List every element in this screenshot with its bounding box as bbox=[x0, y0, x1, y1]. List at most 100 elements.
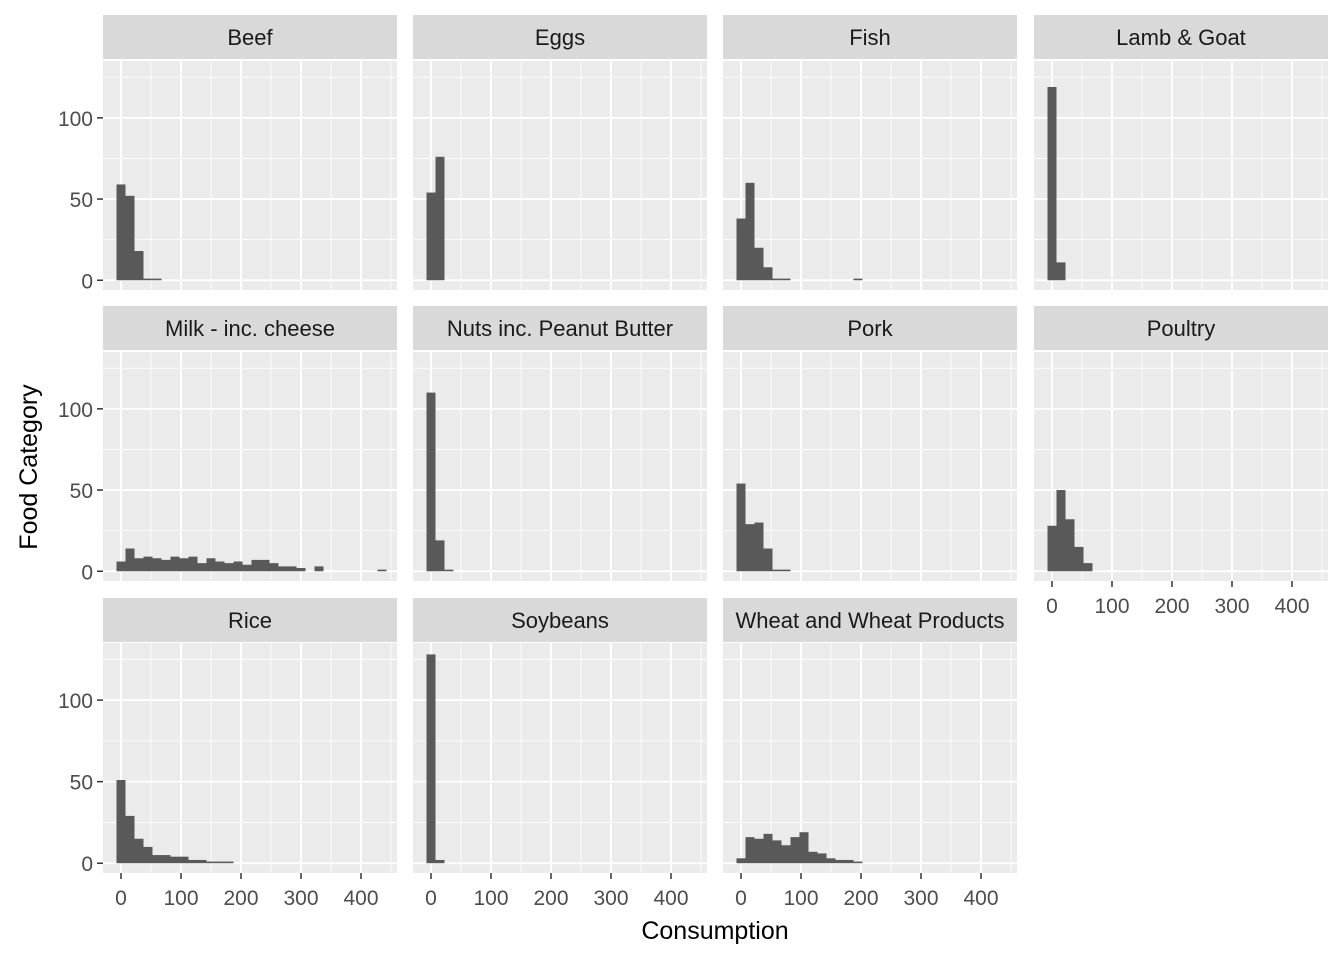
histogram-bar bbox=[170, 556, 180, 572]
histogram-bar bbox=[215, 561, 225, 572]
histogram-bar bbox=[790, 837, 800, 864]
histogram-bar bbox=[754, 838, 764, 864]
panel-background bbox=[723, 352, 1017, 581]
histogram-bar bbox=[161, 855, 171, 864]
y-tick-label: 50 bbox=[70, 189, 93, 212]
histogram-bar bbox=[763, 833, 773, 864]
x-tick-label: 300 bbox=[903, 887, 938, 910]
histogram-bar bbox=[1065, 519, 1075, 572]
x-tick-label: 100 bbox=[1094, 595, 1129, 618]
facet-strip-label: Eggs bbox=[535, 25, 585, 50]
facet-panel-milk-inc-cheese: Milk - inc. cheese 0 50 100 bbox=[58, 306, 397, 584]
facet-panel-eggs: Eggs bbox=[413, 15, 707, 290]
x-tick-label: 200 bbox=[223, 887, 258, 910]
x-tick-label: 400 bbox=[343, 887, 378, 910]
panels-layer: Beef 0 50 100 Eggs Fish Lamb & Goat Milk - inc.… bbox=[58, 15, 1328, 910]
histogram-bar bbox=[125, 815, 135, 864]
x-tick-label: 100 bbox=[473, 887, 508, 910]
facet-panel-beef: Beef 0 50 100 bbox=[58, 15, 397, 293]
histogram-bar bbox=[179, 558, 189, 572]
x-tick-label: 100 bbox=[163, 887, 198, 910]
histogram-bar bbox=[745, 524, 755, 572]
y-tick-label: 0 bbox=[81, 270, 93, 293]
histogram-bar bbox=[206, 861, 216, 864]
histogram-bar bbox=[152, 558, 162, 572]
y-tick-label: 100 bbox=[58, 690, 93, 713]
facet-strip bbox=[413, 15, 707, 59]
histogram-bar bbox=[125, 548, 135, 572]
facet-strip bbox=[723, 306, 1017, 350]
histogram-bar bbox=[1074, 546, 1084, 572]
histogram-bar bbox=[1047, 86, 1057, 281]
histogram-bar bbox=[296, 568, 306, 572]
histogram-bar bbox=[763, 267, 773, 281]
histogram-bar bbox=[188, 859, 198, 864]
histogram-bar bbox=[754, 247, 764, 281]
facet-panel-wheat-and-wheat-products: Wheat and Wheat Products 0 100 200 300 400 bbox=[723, 598, 1017, 910]
x-tick-label: 100 bbox=[783, 887, 818, 910]
histogram-bar bbox=[116, 780, 126, 864]
histogram-bar bbox=[736, 858, 746, 864]
facet-strip-label: Milk - inc. cheese bbox=[165, 316, 335, 341]
histogram-bar bbox=[260, 559, 270, 572]
histogram-bar bbox=[736, 483, 746, 572]
histogram-bar bbox=[152, 278, 162, 281]
x-tick-label: 200 bbox=[843, 887, 878, 910]
facet-strip bbox=[723, 598, 1017, 642]
y-tick-label: 100 bbox=[58, 108, 93, 131]
histogram-bar bbox=[772, 569, 782, 572]
histogram-bar bbox=[314, 566, 324, 572]
histogram-bar bbox=[224, 563, 234, 572]
histogram-bar bbox=[853, 861, 863, 864]
facet-strip bbox=[103, 15, 397, 59]
histogram-bar bbox=[853, 278, 863, 281]
x-tick-label: 400 bbox=[653, 887, 688, 910]
histogram-bar bbox=[835, 859, 845, 864]
x-tick-label: 0 bbox=[425, 887, 437, 910]
histogram-bar bbox=[435, 156, 445, 281]
histogram-bar bbox=[278, 566, 288, 572]
panel-background bbox=[103, 61, 397, 290]
histogram-bar bbox=[287, 566, 297, 572]
histogram-bar bbox=[188, 556, 198, 572]
histogram-bar bbox=[817, 853, 827, 864]
histogram-bar bbox=[772, 278, 782, 281]
histogram-bar bbox=[143, 278, 153, 281]
x-tick-label: 200 bbox=[1154, 595, 1189, 618]
panel-background bbox=[413, 643, 707, 873]
histogram-bar bbox=[134, 558, 144, 572]
histogram-bar bbox=[233, 561, 243, 572]
histogram-bar bbox=[781, 569, 791, 572]
facet-strip-label: Beef bbox=[227, 25, 273, 50]
panel-background bbox=[723, 61, 1017, 290]
facet-strip-label: Wheat and Wheat Products bbox=[735, 608, 1004, 633]
histogram-bar bbox=[125, 195, 135, 281]
histogram-bar bbox=[1056, 262, 1066, 281]
histogram-bar bbox=[426, 392, 436, 572]
x-tick-label: 0 bbox=[1046, 595, 1058, 618]
panel-background bbox=[1034, 352, 1328, 581]
facet-strip bbox=[103, 598, 397, 642]
histogram-bar bbox=[745, 837, 755, 864]
x-tick-label: 300 bbox=[283, 887, 318, 910]
facet-strip-label: Lamb & Goat bbox=[1116, 25, 1246, 50]
facet-panel-lamb-goat: Lamb & Goat bbox=[1034, 15, 1328, 290]
y-tick-label: 50 bbox=[70, 480, 93, 503]
histogram-bar bbox=[426, 192, 436, 281]
facet-strip-label: Soybeans bbox=[511, 608, 609, 633]
facet-panel-poultry: Poultry 0 100 200 300 400 bbox=[1034, 306, 1328, 618]
y-tick-label: 100 bbox=[58, 399, 93, 422]
histogram-bar bbox=[745, 182, 755, 281]
histogram-bar bbox=[242, 564, 252, 572]
histogram-bar bbox=[754, 522, 764, 572]
histogram-bar bbox=[116, 184, 126, 281]
facet-strip-label: Nuts inc. Peanut Butter bbox=[447, 316, 673, 341]
histogram-bar bbox=[161, 559, 171, 572]
histogram-bar bbox=[134, 838, 144, 864]
facet-panel-soybeans: Soybeans 0 100 200 300 400 bbox=[413, 598, 707, 910]
facet-panel-nuts-inc-peanut-butter: Nuts inc. Peanut Butter bbox=[413, 306, 707, 581]
facet-strip bbox=[1034, 15, 1328, 59]
histogram-bar bbox=[197, 859, 207, 864]
y-tick-label: 50 bbox=[70, 772, 93, 795]
